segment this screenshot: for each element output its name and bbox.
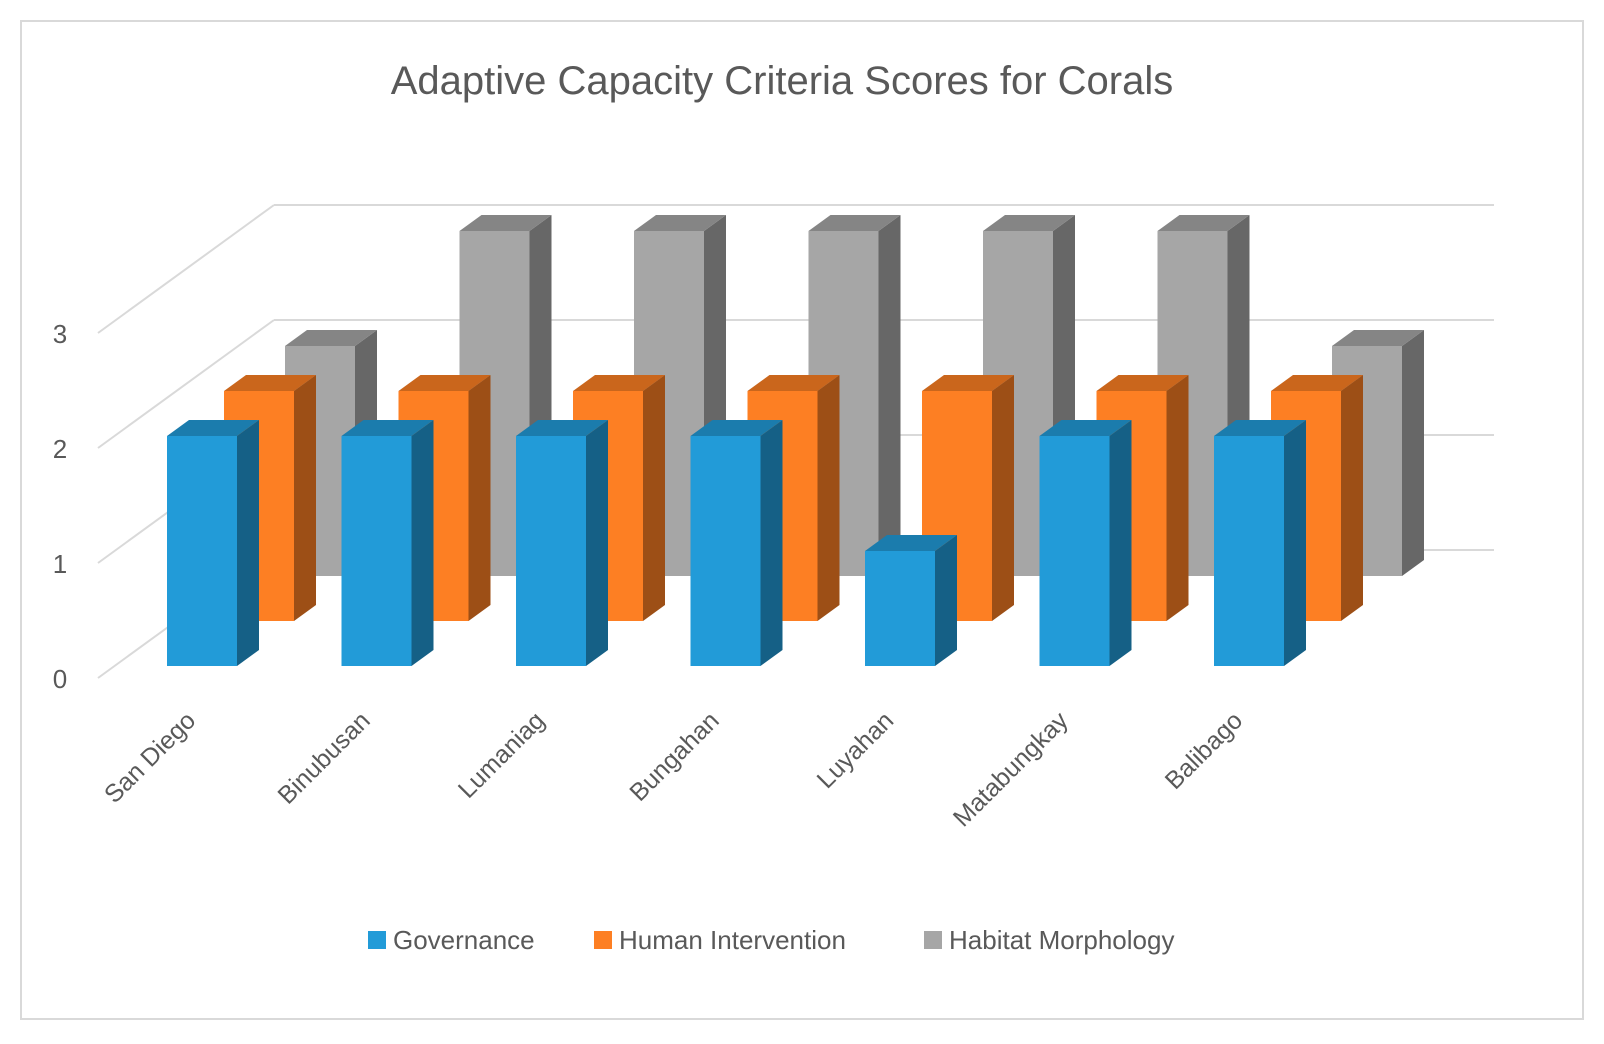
y-tick-label: 0 — [53, 664, 67, 694]
x-tick-label: San Diego — [99, 706, 201, 808]
y-tick-label: 2 — [53, 434, 67, 464]
x-tick-label: Balibago — [1160, 706, 1249, 795]
legend: Governance Human Intervention Habitat Morp… — [368, 925, 1174, 955]
bar-governance-lumaniag — [516, 420, 608, 666]
legend-item-habitat-morphology: Habitat Morphology — [924, 925, 1174, 955]
bars — [167, 215, 1424, 666]
bar-governance-bungahan — [690, 420, 783, 666]
legend-swatch — [924, 931, 942, 949]
legend-label: Governance — [393, 925, 535, 955]
x-axis-labels: San Diego Binubusan Lumaniag Bungahan Luyaha… — [99, 706, 1248, 832]
legend-item-human-intervention: Human Intervention — [594, 925, 846, 955]
y-tick-label: 1 — [53, 549, 67, 579]
y-tick-label: 3 — [53, 319, 67, 349]
gridline-side-3 — [97, 204, 275, 334]
y-axis-ticks: 0 1 2 3 — [53, 319, 67, 694]
chart-title: Adaptive Capacity Criteria Scores for Co… — [391, 59, 1174, 103]
chart-canvas: Adaptive Capacity Criteria Scores for Co… — [53, 59, 1494, 955]
bar-governance-binubusan — [341, 420, 434, 666]
legend-swatch — [368, 931, 386, 949]
x-tick-label: Matabungkay — [948, 706, 1074, 832]
x-tick-label: Luyahan — [812, 706, 900, 794]
legend-label: Human Intervention — [619, 925, 846, 955]
bar-governance-matabungkay — [1039, 420, 1132, 666]
legend-swatch — [594, 931, 612, 949]
bar-governance-balibago — [1214, 420, 1306, 666]
bar-governance-luyahan — [865, 535, 957, 666]
x-tick-label: Bungahan — [624, 706, 724, 806]
legend-label: Habitat Morphology — [949, 925, 1174, 955]
gridline-side-2 — [97, 319, 275, 449]
x-tick-label: Lumaniag — [453, 706, 550, 803]
legend-item-governance: Governance — [368, 925, 535, 955]
bar-governance-san-diego — [167, 420, 259, 666]
chart-frame: Adaptive Capacity Criteria Scores for Co… — [20, 20, 1584, 1020]
x-tick-label: Binubusan — [272, 706, 375, 809]
